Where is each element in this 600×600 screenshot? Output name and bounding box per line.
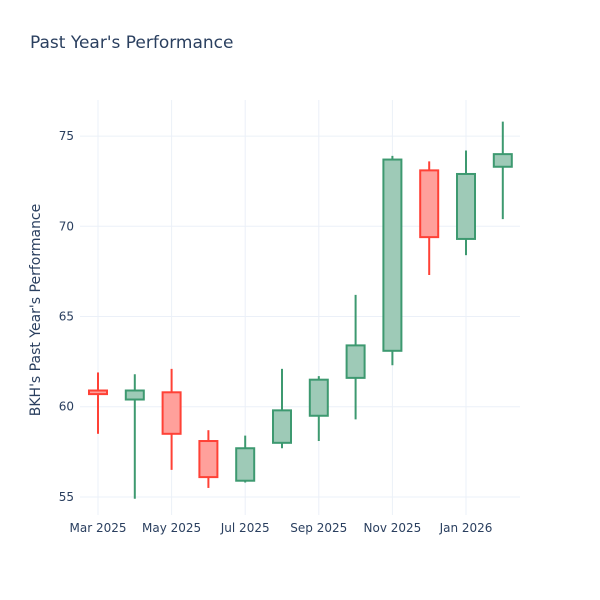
candle-down (198, 430, 219, 488)
candle-body (492, 153, 513, 168)
y-tick-label: 65 (59, 310, 74, 324)
candle-body (308, 378, 329, 417)
x-tick-label: Jan 2026 (439, 521, 493, 535)
tick-layer: 55 60 65 70 75 Mar 2025 May 2025 Jul 2025 Sep 20… (59, 129, 493, 535)
x-tick-label: Sep 2025 (290, 521, 347, 535)
candle-body (88, 389, 108, 396)
candle-body (345, 344, 366, 379)
x-tick-label: Jul 2025 (220, 521, 270, 535)
candle-up (272, 368, 292, 449)
y-tick-label: 60 (59, 400, 74, 414)
candle-body (456, 172, 476, 240)
x-tick-label: Mar 2025 (70, 521, 127, 535)
candle-up (492, 121, 513, 220)
x-tick-label: Nov 2025 (364, 521, 422, 535)
y-tick-label: 55 (59, 490, 74, 504)
x-tick-label: May 2025 (142, 521, 201, 535)
candle-down (161, 368, 182, 470)
grid-layer (80, 100, 520, 515)
candle-up (456, 150, 476, 256)
y-tick-label: 75 (59, 129, 74, 143)
y-tick-label: 70 (59, 219, 74, 233)
candle-up (308, 376, 329, 442)
candle-body (419, 169, 440, 239)
candle-body (124, 389, 145, 401)
candle-up (235, 435, 256, 483)
y-axis-title: BKH's Past Year's Performance (28, 204, 44, 416)
candle-up (124, 374, 145, 499)
candle-body (382, 158, 403, 352)
candle-body (235, 447, 256, 482)
chart-title: Past Year's Performance (30, 33, 234, 53)
candle-body (198, 440, 219, 479)
candle-up (382, 155, 403, 366)
candle-down (88, 372, 108, 434)
candle-layer (88, 121, 513, 499)
candle-up (345, 294, 366, 420)
candle-body (161, 391, 182, 435)
candle-body (272, 409, 292, 444)
candle-down (419, 161, 440, 276)
